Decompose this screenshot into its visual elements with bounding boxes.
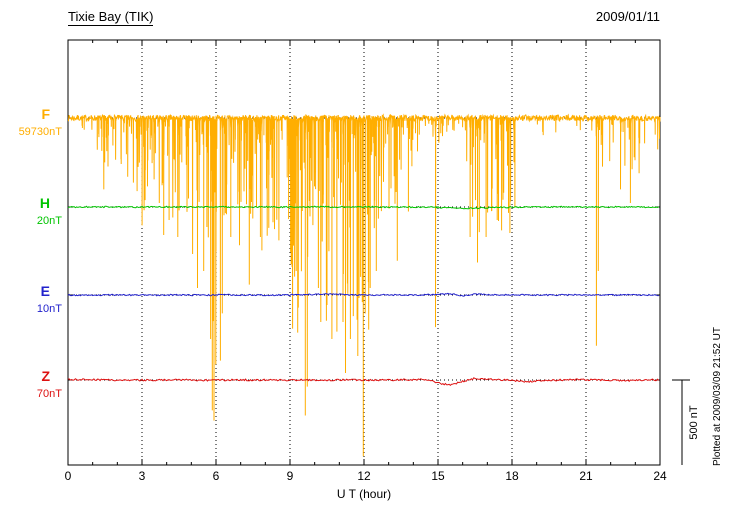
station-title: Tixie Bay (TIK)	[68, 9, 154, 26]
component-label-Z: Z	[41, 368, 50, 384]
x-tick-label: 6	[212, 469, 220, 483]
component-label-H: H	[39, 195, 50, 211]
x-tick-label: 24	[653, 469, 667, 483]
x-tick-label: 9	[286, 469, 294, 483]
x-tick-label: 21	[579, 469, 593, 483]
x-tick-label: 15	[431, 469, 445, 483]
component-baseline-E: 10nT	[36, 303, 62, 315]
trace-Z	[67, 377, 660, 386]
component-baseline-H: 20nT	[36, 215, 62, 227]
trace-F	[67, 113, 661, 457]
x-tick-label: 12	[357, 469, 371, 483]
trace-H	[67, 205, 660, 210]
component-label-F: F	[41, 106, 50, 122]
component-label-E: E	[40, 283, 50, 299]
x-tick-label: 18	[505, 469, 519, 483]
x-axis-label: U T (hour)	[336, 487, 392, 501]
x-tick-label: 3	[138, 469, 146, 483]
station-title-text: Tixie Bay (TIK)	[68, 9, 154, 26]
scale-bar-label: 500 nT	[688, 405, 700, 440]
plot-date: 2009/01/11	[595, 9, 660, 24]
plotted-at-note: Plotted at 2009/03/09 21:52 UT	[712, 327, 723, 466]
component-baseline-F: 59730nT	[18, 126, 62, 138]
trace-E	[67, 292, 659, 297]
component-baseline-Z: 70nT	[36, 388, 62, 400]
x-tick-label: 0	[64, 469, 72, 483]
